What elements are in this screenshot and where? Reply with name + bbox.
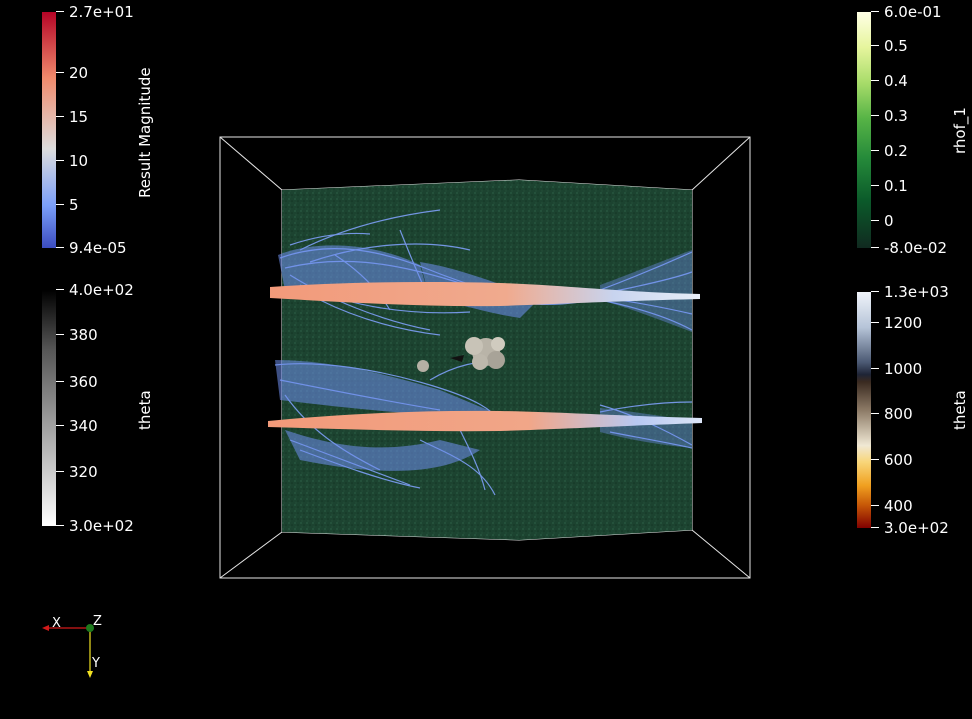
colorbar-tick: 0.1: [871, 179, 908, 194]
colorbar-tick: 320: [56, 465, 98, 480]
colorbar-tick: 9.4e-05: [56, 241, 127, 256]
colorbar-title: theta: [951, 390, 969, 430]
colorbar-tick: 800: [871, 407, 913, 422]
colorbar-tick: 2.7e+01: [56, 5, 134, 20]
axis-label-z: Z: [93, 614, 102, 629]
colorbar-tick: 10: [56, 154, 88, 169]
colorbar-tick: 0.2: [871, 144, 908, 159]
jet-upper: [270, 282, 700, 307]
colorbar-tick: 20: [56, 66, 88, 81]
colorbar-tick: 340: [56, 419, 98, 434]
colorbar-tick: 1200: [871, 316, 922, 331]
colorbar-gradient: [857, 12, 871, 248]
central-particle-cluster: [417, 337, 505, 372]
colorbar-gradient: [42, 12, 56, 248]
colorbar-tick: 380: [56, 328, 98, 343]
colorbar-tick: 1.3e+03: [871, 285, 949, 300]
colorbar-title: Result Magnitude: [136, 67, 154, 198]
colorbar-tick: -8.0e-02: [871, 241, 947, 256]
axis-label-x: X: [52, 616, 61, 631]
colorbar-tick: 360: [56, 375, 98, 390]
colorbar-tick: 0.3: [871, 109, 908, 124]
orientation-axes[interactable]: X Z Y: [36, 612, 116, 684]
colorbar-gradient: [857, 292, 871, 528]
colorbar-tick: 0: [871, 214, 894, 229]
colorbar-tick: 600: [871, 453, 913, 468]
colorbar-tick: 4.0e+02: [56, 283, 134, 298]
colorbar-title: theta: [136, 390, 154, 430]
colorbar-tick: 3.0e+02: [56, 519, 134, 534]
colorbar-tick: 400: [871, 499, 913, 514]
jet-lower: [268, 410, 702, 432]
colorbar-tick: 6.0e-01: [871, 5, 942, 20]
orientation-axes-glyph: [42, 624, 94, 678]
colorbar-tick: 15: [56, 110, 88, 125]
colorbar-tick: 0.5: [871, 39, 908, 54]
colorbar-tick: 1000: [871, 362, 922, 377]
colorbar-title: rhof_1: [951, 107, 969, 154]
colorbar-gradient: [42, 290, 56, 526]
colorbar-tick: 0.4: [871, 74, 908, 89]
colorbar-tick: 5: [56, 198, 79, 213]
axis-label-y: Y: [92, 656, 100, 671]
colorbar-tick: 3.0e+02: [871, 521, 949, 536]
